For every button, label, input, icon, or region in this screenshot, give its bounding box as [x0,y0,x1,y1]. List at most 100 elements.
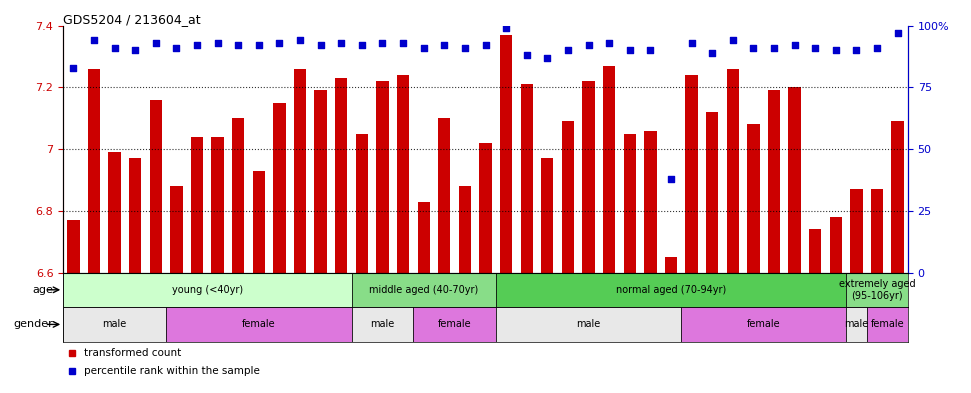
Point [540,55,555,61]
Bar [682,307,846,342]
Bar [355,134,368,393]
Point [622,47,638,53]
Bar [150,100,162,393]
Text: female: female [747,320,781,329]
Bar [706,112,719,393]
Bar [418,202,430,393]
Point [395,40,411,46]
Bar [315,90,327,393]
Text: transformed count: transformed count [84,348,182,358]
Bar [352,272,496,307]
Text: young (<40yr): young (<40yr) [172,285,243,295]
Bar [273,103,285,393]
Bar [809,229,821,393]
Point [148,40,163,46]
Bar [851,189,862,393]
Bar [603,66,616,393]
Point [437,42,452,48]
Point [601,40,617,46]
Bar [871,189,884,393]
Point [230,42,246,48]
Bar [232,118,245,393]
Text: gender: gender [14,320,53,329]
Bar [335,78,348,393]
Bar [747,124,759,393]
Text: GDS5204 / 213604_at: GDS5204 / 213604_at [63,13,201,26]
Bar [67,220,80,393]
Bar [397,75,409,393]
Bar [644,130,656,393]
Point [169,45,184,51]
Text: male: male [844,320,868,329]
Text: middle aged (40-70yr): middle aged (40-70yr) [369,285,479,295]
Point [127,47,143,53]
Bar [846,272,908,307]
Bar [294,69,306,393]
Bar [788,87,801,393]
Point [66,64,82,71]
Point [560,47,576,53]
Point [663,176,679,182]
Bar [377,81,388,393]
Bar [166,307,352,342]
Bar [414,307,496,342]
Bar [63,307,166,342]
Bar [500,35,513,393]
Text: male: male [370,320,394,329]
Text: percentile rank within the sample: percentile rank within the sample [84,366,260,376]
Point [416,45,431,51]
Bar [583,81,594,393]
Bar [212,137,224,393]
Bar [252,171,265,393]
Text: extremely aged
(95-106yr): extremely aged (95-106yr) [839,279,916,301]
Bar [829,217,842,393]
Point [725,37,741,44]
Point [746,45,761,51]
Bar [191,137,203,393]
Point [581,42,596,48]
Bar [480,143,491,393]
Point [704,50,720,56]
Point [375,40,390,46]
Text: male: male [577,320,601,329]
Point [354,42,370,48]
Bar [87,69,100,393]
Point [86,37,102,44]
Bar [686,75,698,393]
Bar [496,307,682,342]
Bar [562,121,574,393]
Bar [665,257,677,393]
Bar [170,186,183,393]
Point [498,25,514,31]
Text: female: female [438,320,471,329]
Text: female: female [242,320,276,329]
Point [849,47,864,53]
Bar [63,272,352,307]
Point [292,37,308,44]
Text: female: female [870,320,904,329]
Text: normal aged (70-94yr): normal aged (70-94yr) [616,285,726,295]
Bar [541,158,553,393]
Point [889,30,905,36]
Text: age: age [32,285,53,295]
Bar [129,158,142,393]
Point [457,45,473,51]
Point [828,47,844,53]
Point [107,45,122,51]
Point [519,52,534,58]
Bar [458,186,471,393]
Point [869,45,885,51]
Point [643,47,658,53]
Bar [109,152,120,393]
Point [189,42,205,48]
Point [684,40,699,46]
Bar [520,84,533,393]
Point [251,42,267,48]
Point [313,42,328,48]
Text: male: male [103,320,127,329]
Bar [438,118,451,393]
Bar [496,272,846,307]
Bar [623,134,636,393]
Point [272,40,287,46]
Point [333,40,349,46]
